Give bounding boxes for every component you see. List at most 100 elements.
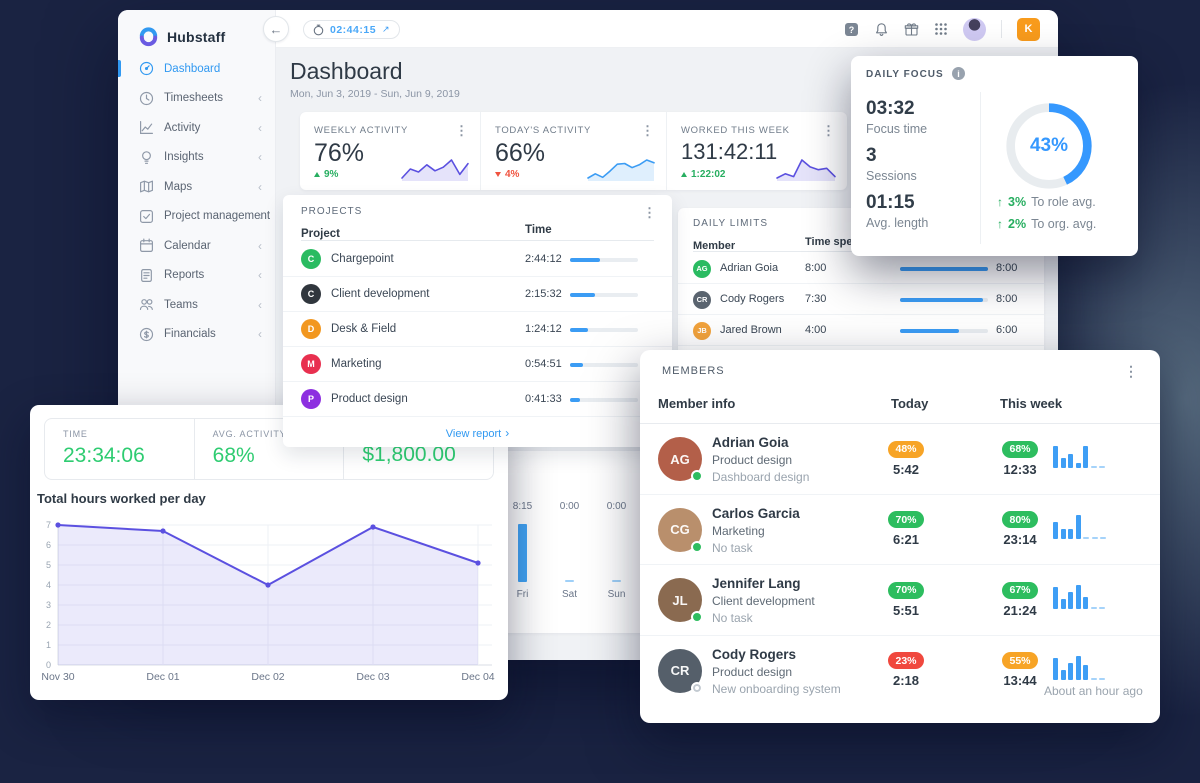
column-header: Today: [891, 396, 929, 411]
sidebar-item-calendar[interactable]: Calendar ‹: [118, 231, 275, 261]
week-spark-bars: [1053, 442, 1105, 468]
member-name: Adrian Goia: [720, 262, 779, 274]
worked-this-week-stat: WORKED THIS WEEK ⋮ 131:42:11 1:22:02: [666, 112, 847, 190]
project-avatar: C: [301, 249, 321, 269]
member-row: CG Carlos Garcia Marketing No task 70% 6…: [640, 495, 1160, 565]
status-online-icon: [691, 611, 703, 623]
sidebar-item-reports[interactable]: Reports ‹: [118, 261, 275, 291]
view-report-link[interactable]: View report ›: [445, 426, 510, 440]
sidebar-item-label: Project management: [164, 210, 271, 223]
limit-value: 8:00: [996, 293, 1018, 305]
member-task: No task: [712, 611, 753, 625]
help-button[interactable]: ?: [844, 22, 859, 37]
member-project: Marketing: [712, 523, 765, 538]
chevron-icon: ‹: [258, 120, 262, 135]
apps-grid-button[interactable]: [934, 22, 948, 36]
organization-badge[interactable]: K: [1017, 17, 1040, 41]
daily-limit-row: AG Adrian Goia 8:00 8:00: [678, 253, 1044, 284]
maps-icon: [139, 179, 154, 194]
projects-card: PROJECTS ⋮ Project Time C Chargepoint 2:…: [283, 195, 672, 447]
day-hours: 0:00: [559, 501, 580, 512]
limit-progress: [900, 328, 988, 333]
kebab-menu-icon[interactable]: ⋮: [643, 205, 656, 220]
sidebar-item-dashboard[interactable]: Dashboard: [118, 54, 275, 84]
sidebar-item-label: Financials: [164, 328, 216, 341]
sidebar-item-project-management[interactable]: Project management ‹: [118, 202, 275, 232]
kebab-menu-icon[interactable]: ⋮: [822, 123, 835, 138]
day-column: 8:15 Fri: [499, 501, 546, 600]
day-column: 0:00 Sat: [546, 501, 593, 600]
chevron-icon: ‹: [258, 297, 262, 312]
svg-text:Nov 30: Nov 30: [41, 671, 74, 683]
limit-progress: [900, 297, 988, 302]
sidebar-item-financials[interactable]: Financials ‹: [118, 320, 275, 350]
sidebar-item-timesheets[interactable]: Timesheets ‹: [118, 84, 275, 114]
timer-value: 02:44:15: [330, 23, 377, 36]
financials-icon: [139, 327, 154, 342]
members-rows: AG Adrian Goia Product design Dashboard …: [640, 424, 1160, 706]
brand-logo[interactable]: Hubstaff: [138, 26, 225, 47]
activity-badge: 48%: [888, 440, 924, 458]
back-button[interactable]: ←: [263, 16, 289, 42]
sidebar-item-insights[interactable]: Insights ‹: [118, 143, 275, 173]
weekly-sparkline: [401, 159, 469, 181]
daily-limit-row: CR Cody Rogers 7:30 8:00: [678, 284, 1044, 315]
comparison-row: ↑ 2% To org. avg.: [997, 217, 1097, 231]
gifts-button[interactable]: [904, 22, 919, 37]
day-hours: 0:00: [606, 501, 627, 512]
member-name: Jennifer Lang: [712, 576, 801, 591]
sidebar-item-maps[interactable]: Maps ‹: [118, 172, 275, 202]
project-management-icon: [139, 209, 154, 224]
project-time: 0:41:33: [525, 393, 562, 405]
avg-activity-stat: AVG. ACTIVITY 68%: [193, 419, 344, 479]
avatar: JL: [658, 578, 703, 623]
metric-value: 03:32: [866, 98, 915, 119]
project-time: 0:54:51: [525, 358, 562, 370]
sidebar-item-teams[interactable]: Teams ‹: [118, 290, 275, 320]
time-spent: 4:00: [805, 324, 827, 336]
project-name: Chargepoint: [331, 253, 394, 265]
day-hours: 8:15: [512, 501, 533, 512]
daily-limit-row: JB Jared Brown 4:00 6:00: [678, 315, 1044, 346]
kebab-menu-icon[interactable]: ⋮: [641, 123, 654, 138]
metric-value: 3: [866, 145, 877, 166]
svg-text:1: 1: [46, 640, 51, 650]
sidebar-item-label: Calendar: [164, 239, 211, 252]
metric-label: Sessions: [866, 169, 917, 183]
chart-title: Total hours worked per day: [37, 491, 206, 506]
project-time: 2:15:32: [525, 288, 562, 300]
chevron-icon: ‹: [258, 327, 262, 342]
column-header: Time: [525, 224, 552, 236]
projects-columns: Project Time: [301, 224, 654, 241]
time-spent: 7:30: [805, 293, 827, 305]
project-row: P Product design 0:41:33: [283, 382, 672, 417]
sidebar-item-label: Reports: [164, 269, 205, 282]
time-progress: [570, 293, 638, 297]
arrow-up-icon: ↑: [997, 217, 1003, 231]
week-cell: 80% 23:14: [992, 510, 1048, 547]
user-avatar[interactable]: [963, 17, 986, 41]
column-header: Member info: [658, 396, 736, 411]
sidebar-item-activity[interactable]: Activity ‹: [118, 113, 275, 143]
sidebar-item-label: Timesheets: [164, 92, 224, 105]
svg-text:5: 5: [46, 560, 51, 570]
stat-value: 68%: [212, 444, 255, 467]
metric-label: Focus time: [866, 122, 928, 136]
week-cell: 68% 12:33: [992, 439, 1048, 477]
arrow-up-icon: ↑: [997, 195, 1003, 209]
info-icon[interactable]: i: [952, 67, 965, 80]
avatar: CR: [693, 290, 711, 309]
svg-text:?: ?: [849, 25, 855, 35]
timer-widget[interactable]: 02:44:15 ↗: [303, 20, 400, 39]
stopwatch-icon: [313, 24, 324, 35]
kebab-menu-icon[interactable]: ⋮: [1124, 363, 1138, 379]
brand-name: Hubstaff: [167, 28, 226, 45]
divider: [980, 92, 981, 244]
stat-label: WEEKLY ACTIVITY: [314, 125, 409, 136]
notifications-bell-button[interactable]: [874, 22, 889, 37]
activity-badge: 23%: [888, 652, 924, 669]
sidebar-item-label: Insights: [164, 151, 204, 164]
kebab-menu-icon[interactable]: ⋮: [455, 123, 468, 138]
project-avatar: M: [301, 354, 321, 374]
